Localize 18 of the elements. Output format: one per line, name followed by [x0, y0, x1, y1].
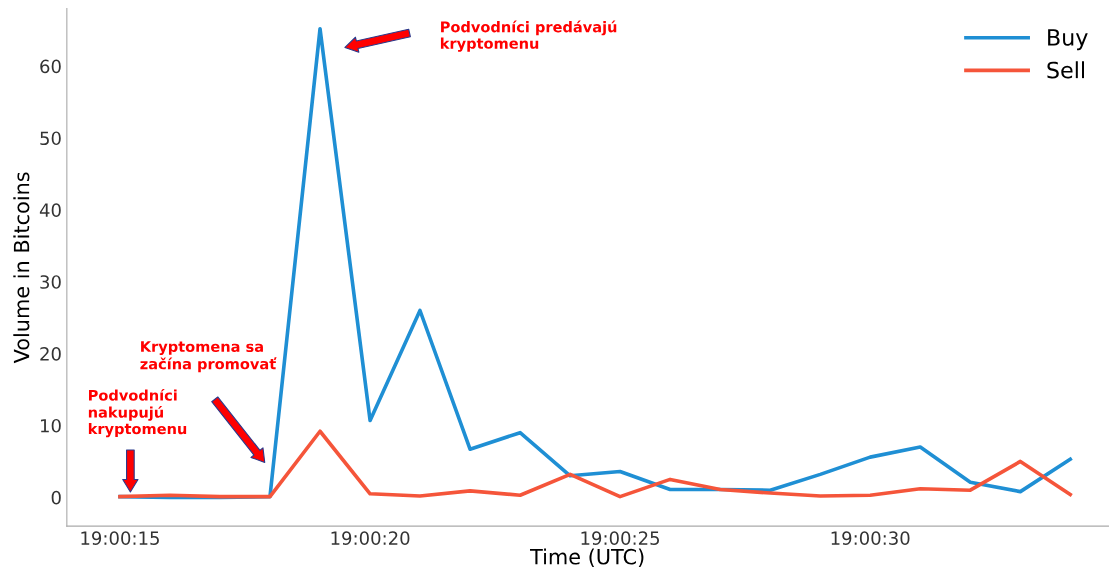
y-tick-label: 30 — [40, 275, 61, 289]
y-tick-label: 60 — [40, 59, 61, 74]
annotation: Podvodníci nakupujú kryptomenu — [88, 388, 187, 438]
x-tick-label: 19:00:25 — [581, 531, 660, 545]
legend-label: Buy — [1048, 29, 1088, 51]
x-tick-label: 19:00:15 — [81, 531, 159, 545]
legend-label: Sell — [1047, 61, 1084, 79]
y-axis-title: Volume in Bitcoins — [13, 172, 30, 364]
y-tick-label: 0 — [51, 490, 61, 505]
y-tick-label: 20 — [40, 347, 61, 361]
annotation: Podvodníci predávajú kryptomenu — [440, 20, 617, 52]
annotation: Kryptomena sa začína promovať — [140, 341, 277, 373]
y-tick-label: 40 — [39, 203, 61, 217]
y-tick-label: 10 — [40, 418, 61, 433]
x-tick-label: 19:00:20 — [331, 531, 410, 545]
x-axis-title: Time (UTC) — [530, 548, 644, 568]
x-tick-label: 19:00:30 — [831, 531, 910, 545]
y-tick-label: 50 — [40, 131, 61, 146]
